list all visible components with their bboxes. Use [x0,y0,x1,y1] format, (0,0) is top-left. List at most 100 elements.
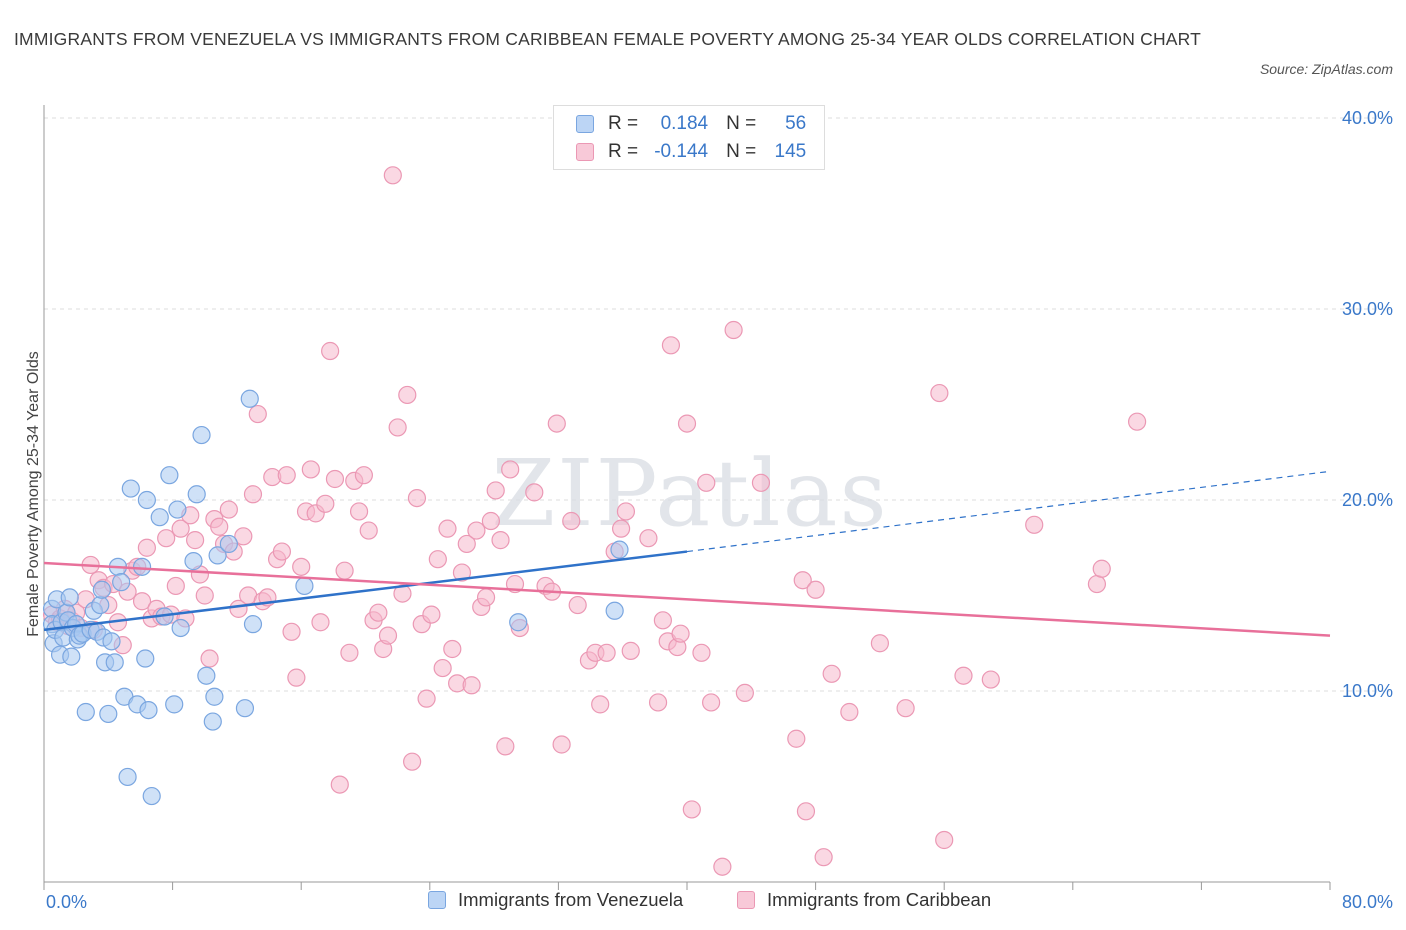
caribbean-point [417,689,436,708]
axis-layer [43,105,1331,890]
caribbean-point [383,166,402,185]
venezuela-point [60,588,79,607]
legend-swatch-venezuela [576,115,594,133]
tick-layer: 10.0% 20.0% 30.0% 40.0% 0.0% 80.0% [46,108,1393,912]
legend-swatch-caribbean [576,143,594,161]
caribbean-point [702,693,721,712]
legend-n-value: 56 [785,113,807,134]
caribbean-point [248,404,267,424]
x-tick-label: 0.0% [46,892,87,912]
correlation-legend: R = 0.184 N = 56 R = -0.144 N = 145 [553,105,825,170]
caribbean-point [597,643,616,662]
caribbean-point [896,699,915,718]
venezuela-point [192,425,211,445]
caribbean-point [840,702,859,722]
caribbean-point [219,500,238,519]
caribbean-point [547,414,566,433]
caribbean-point [277,466,296,485]
venezuela-point [509,613,528,632]
venezuela-point [205,687,224,706]
caribbean-point [132,592,152,611]
venezuela-point [165,695,184,714]
caribbean-point [796,802,816,821]
caribbean-point [1092,559,1111,578]
caribbean-point [954,666,973,685]
trend-layer [43,470,1331,637]
caribbean-point [682,800,701,819]
venezuela-point [168,500,187,519]
caribbean-point [930,383,949,403]
caribbean-point [325,469,345,489]
venezuela-point [139,700,158,720]
caribbean-point [713,857,732,876]
caribbean-point [591,695,610,714]
y-tick-label: 40.0% [1342,108,1393,128]
caribbean-point [311,613,330,632]
series-legend-label: Immigrants from Venezuela [458,889,684,910]
caribbean-point [186,531,205,550]
caribbean-point [369,603,388,622]
venezuela-point [132,557,152,576]
caribbean-point [935,830,954,850]
y-axis-label: Female Poverty Among 25-34 Year Olds [25,351,42,637]
caribbean-point [814,848,833,867]
caribbean-point [653,611,672,630]
venezuela-point [197,666,216,685]
caribbean-point [787,729,806,748]
caribbean-point [210,517,229,536]
caribbean-point [316,494,335,513]
legend-row-caribbean: R = -0.144 N = 145 [576,139,806,165]
venezuela-point [136,649,155,668]
caribbean-point [870,634,890,653]
caribbean-point [330,775,349,794]
venezuela-point [610,540,629,559]
caribbean-point [335,561,354,580]
caribbean-point [157,529,176,548]
venezuela-point [62,647,81,666]
venezuela-point [187,485,206,504]
venezuela-point [76,702,95,722]
venezuela-point [118,767,137,787]
caribbean-point [457,534,476,554]
caribbean-point [491,531,510,550]
venezuela-point [243,615,263,634]
caribbean-point [272,542,292,561]
caribbean-point [677,414,697,433]
caribbean-point [648,693,668,712]
venezuela-point [203,712,222,731]
caribbean-point [200,649,219,668]
series-legend-label: Immigrants from Caribbean [767,889,992,910]
venezuela-point [91,595,110,615]
caribbean-point [443,639,462,659]
caribbean-point [735,683,754,703]
caribbean-point [822,664,841,683]
caribbean-point [692,643,711,662]
caribbean-point [621,641,640,660]
caribbean-point [378,626,398,645]
venezuela-point [235,699,255,718]
caribbean-point [671,624,690,643]
y-tick-label: 10.0% [1342,681,1393,701]
venezuela-point [150,508,169,527]
venezuela-point [121,479,140,498]
caribbean-point [171,519,190,538]
caribbean-point [407,488,427,508]
caribbean-point [981,670,1000,689]
caribbean-point [433,658,452,678]
venezuela-point [112,573,131,592]
series-legend-caribbean: Immigrants from Caribbean [737,889,991,911]
venezuela-point [160,466,179,485]
venezuela-point [295,576,314,596]
caribbean-point [724,320,743,340]
venezuela-point [605,601,624,620]
caribbean-point [137,538,156,557]
caribbean-point [195,586,214,605]
chart-title: IMMIGRANTS FROM VENEZUELA VS IMMIGRANTS … [14,29,1202,49]
caribbean-point [428,550,447,569]
venezuela-point [137,490,156,510]
caribbean-point [422,605,441,624]
series-legend: Immigrants from Venezuela Immigrants fro… [0,889,1406,915]
caribbean-point [388,418,407,437]
venezuela-point [102,632,121,651]
